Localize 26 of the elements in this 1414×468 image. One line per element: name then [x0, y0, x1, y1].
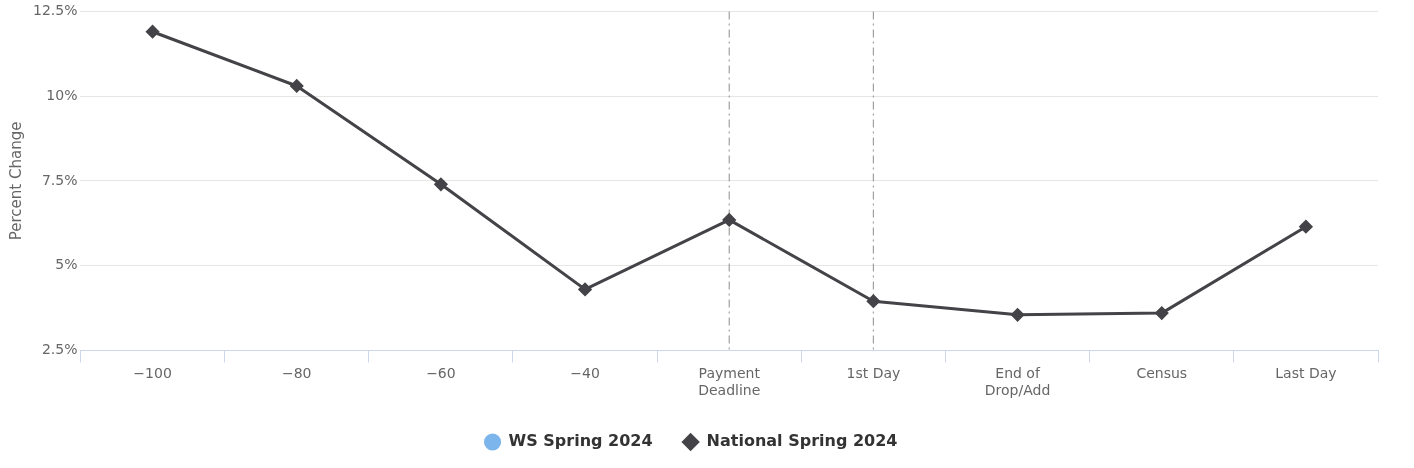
y-axis-title: Percent Change	[6, 121, 25, 241]
point	[1011, 308, 1025, 322]
legend-label: National Spring 2024	[706, 431, 898, 451]
x-tick-label: −100	[133, 365, 172, 382]
legend-label: WS Spring 2024	[508, 431, 653, 451]
x-tick-label: 1st Day	[846, 365, 901, 382]
point	[434, 177, 448, 191]
x-tick-label: Last Day	[1275, 365, 1337, 382]
y-tick-label: 2.5%	[41, 341, 78, 358]
point	[290, 79, 304, 93]
y-tick-label: 7.5%	[41, 171, 78, 188]
y-tick-label: 5%	[55, 256, 78, 273]
point	[722, 213, 736, 227]
y-tick-label: 10%	[46, 86, 78, 103]
point	[1299, 220, 1313, 234]
point	[866, 294, 880, 308]
x-tick-label: −80	[281, 365, 312, 382]
point	[1155, 306, 1169, 320]
x-tick-label: Payment Deadline	[698, 365, 761, 399]
x-tick-label: −60	[426, 365, 456, 382]
x-tick-label: Census	[1136, 365, 1188, 382]
y-tick-label: 12.5%	[32, 2, 78, 19]
point	[146, 25, 160, 39]
x-tick-label: −40	[570, 365, 600, 382]
point	[578, 282, 592, 296]
x-tick-label: End of Drop/Add	[984, 365, 1051, 399]
